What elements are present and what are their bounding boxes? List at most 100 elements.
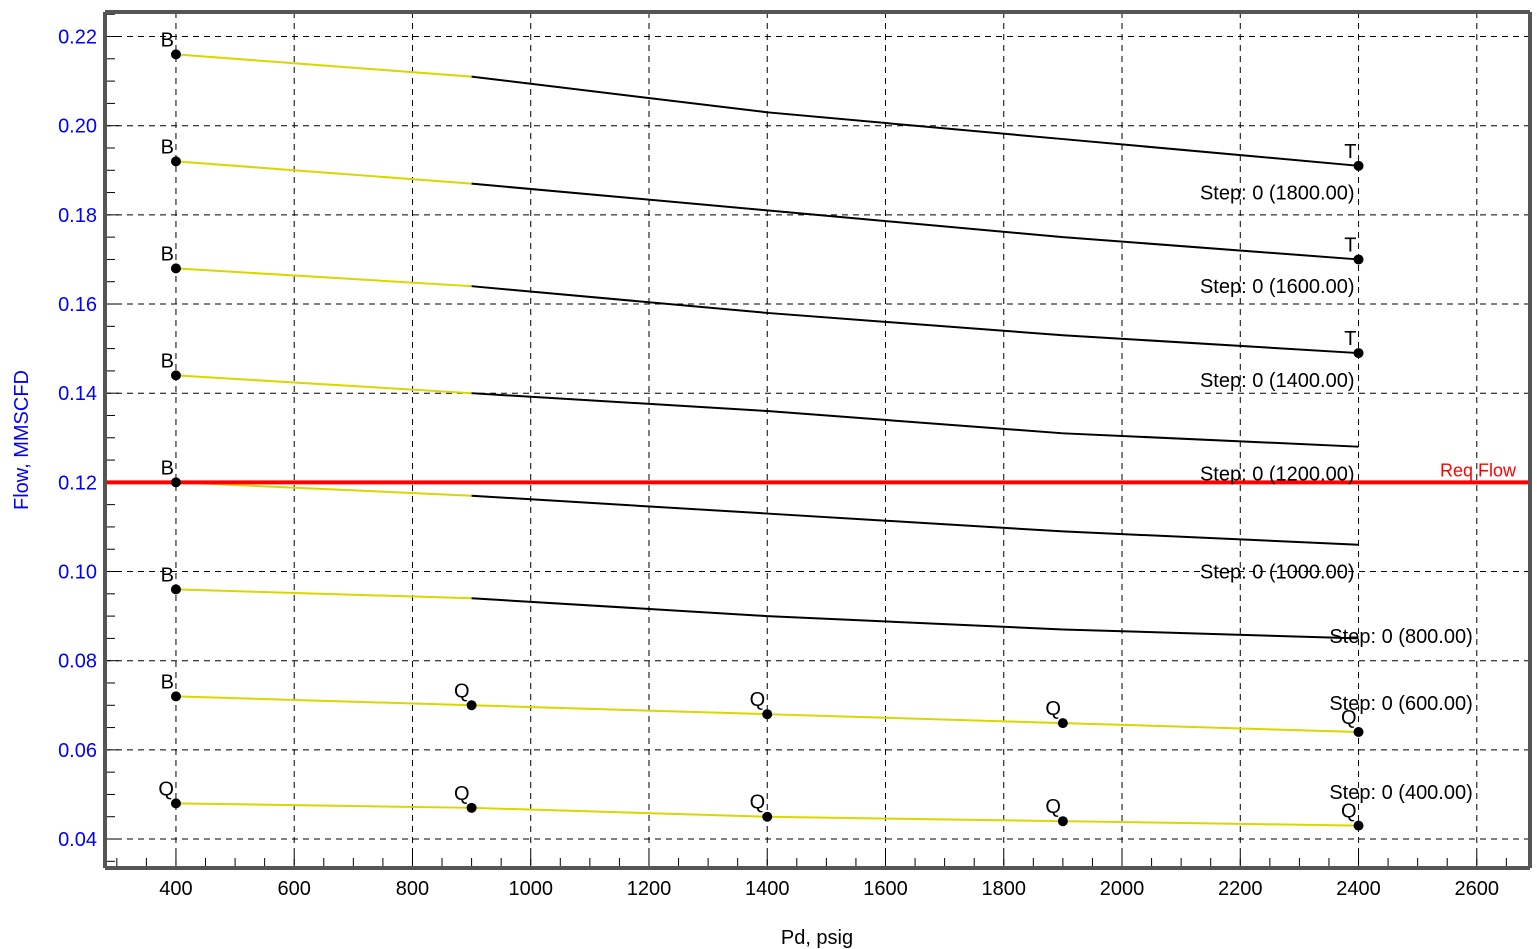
series-7-point-3 <box>1057 816 1068 827</box>
x-tick-label-5: 1400 <box>745 878 790 900</box>
point-labels: B T B T B T B B B B Q Q Q Q Q Q Q Q Q <box>158 29 1356 822</box>
series-label-1: Step: 0 (1600.00) <box>1200 276 1355 298</box>
y-tick-label-4: 0.12 <box>58 472 97 494</box>
series-1-segment-1 <box>471 182 768 212</box>
series-2-point-label-1: T <box>1344 328 1356 350</box>
data-points <box>170 49 1364 831</box>
series-3-segment-3 <box>1062 432 1359 448</box>
y-tick-labels: 0.04 0.06 0.08 0.10 0.12 0.14 0.16 0.18 0.20 0.22 <box>58 27 97 851</box>
series-lines <box>175 53 1359 827</box>
y-tick-label-6: 0.16 <box>58 294 97 316</box>
series-2-point-label-0: B <box>161 243 174 265</box>
y-tick-label-9: 0.22 <box>58 27 97 49</box>
series-4-segment-2 <box>767 512 1063 533</box>
x-tick-label-1: 600 <box>278 878 311 900</box>
series-0-segment-0 <box>175 53 472 78</box>
series-6-segment-0 <box>175 695 472 707</box>
series-0-point-label-1: T <box>1344 141 1356 163</box>
series-5-point-0 <box>170 584 181 595</box>
series-6-point-label-2: Q <box>750 689 766 711</box>
series-4-segment-1 <box>471 494 768 515</box>
plot-background <box>105 12 1530 868</box>
x-tick-label-4: 1200 <box>627 878 672 900</box>
series-7-point-0 <box>170 798 181 809</box>
series-6-point-0 <box>170 691 181 702</box>
series-2-segment-2 <box>767 311 1063 337</box>
series-0-segment-1 <box>471 75 768 114</box>
y-axis-title: Flow, MMSCFD <box>11 370 33 510</box>
series-7-segment-3 <box>1062 820 1359 827</box>
series-6-segment-2 <box>767 713 1063 725</box>
series-2-segment-3 <box>1062 334 1359 355</box>
x-tick-label-9: 2200 <box>1218 878 1263 900</box>
series-7-point-label-1: Q <box>454 783 470 805</box>
series-7-point-label-4: Q <box>1341 801 1357 823</box>
series-label-4: Step: 0 (1000.00) <box>1200 562 1355 584</box>
x-tick-labels: 400 600 800 1000 1200 1400 1600 1800 2000 2200 240… <box>159 878 1499 900</box>
x-tick-label-7: 1800 <box>982 878 1027 900</box>
series-4-point-0 <box>170 477 181 488</box>
series-1-point-1 <box>1353 254 1364 265</box>
series-6-point-4 <box>1353 727 1364 738</box>
series-2-point-1 <box>1353 348 1364 359</box>
series-label-5: Step: 0 (800.00) <box>1329 626 1472 648</box>
x-tick-label-11: 2600 <box>1455 878 1500 900</box>
series-5-segment-2 <box>767 615 1063 631</box>
series-3-segment-0 <box>175 374 472 395</box>
y-tick-label-2: 0.08 <box>58 651 97 673</box>
series-label-6: Step: 0 (600.00) <box>1329 693 1472 715</box>
series-label-3: Step: 0 (1200.00) <box>1200 463 1355 485</box>
series-6-point-label-0: B <box>161 671 174 693</box>
series-1-point-label-1: T <box>1344 234 1356 256</box>
series-1-segment-3 <box>1062 236 1359 261</box>
series-5-segment-3 <box>1062 628 1359 640</box>
series-3-segment-1 <box>471 392 768 413</box>
series-5-segment-1 <box>471 597 768 618</box>
x-axis-title: Pd, psig <box>781 927 853 949</box>
series-labels: Step: 0 (1800.00) Step: 0 (1600.00) Step: … <box>1200 183 1473 805</box>
series-3-point-label-0: B <box>161 350 174 372</box>
series-7-point-label-3: Q <box>1045 796 1061 818</box>
series-3-segment-2 <box>767 410 1063 435</box>
series-0-segment-3 <box>1062 138 1359 167</box>
series-3-point-0 <box>170 370 181 381</box>
series-5-point-label-0: B <box>161 564 174 586</box>
series-5-segment-0 <box>175 588 472 600</box>
series-6-point-label-3: Q <box>1045 698 1061 720</box>
y-tick-label-8: 0.20 <box>58 116 97 138</box>
series-0-point-label-0: B <box>161 29 174 51</box>
y-tick-label-0: 0.04 <box>58 829 97 851</box>
reference-line-layer: Req Flow <box>105 460 1530 485</box>
req-flow-label: Req Flow <box>1440 460 1517 480</box>
series-2-point-0 <box>170 263 181 274</box>
series-4-segment-0 <box>175 481 472 497</box>
series-7-segment-0 <box>175 802 472 809</box>
series-7-point-label-0: Q <box>158 778 174 800</box>
series-6-point-1 <box>466 700 477 711</box>
series-1-segment-0 <box>175 160 472 185</box>
x-tick-label-8: 2000 <box>1100 878 1145 900</box>
series-6-point-label-4: Q <box>1341 707 1357 729</box>
y-tick-label-7: 0.18 <box>58 205 97 227</box>
x-tick-label-2: 800 <box>396 878 429 900</box>
y-tick-label-5: 0.14 <box>58 383 97 405</box>
series-1-point-label-0: B <box>161 136 174 158</box>
x-tick-label-0: 400 <box>159 878 192 900</box>
series-label-2: Step: 0 (1400.00) <box>1200 370 1355 392</box>
series-0-point-1 <box>1353 160 1364 171</box>
series-6-segment-3 <box>1062 722 1359 734</box>
series-label-0: Step: 0 (1800.00) <box>1200 183 1355 205</box>
series-7-point-2 <box>762 811 773 822</box>
series-7-segment-2 <box>767 815 1063 823</box>
series-label-7: Step: 0 (400.00) <box>1329 782 1472 804</box>
series-6-segment-1 <box>471 704 768 716</box>
series-4-point-label-0: B <box>161 457 174 479</box>
series-7-point-4 <box>1353 820 1364 831</box>
series-7-point-1 <box>466 802 477 813</box>
x-tick-label-10: 2400 <box>1336 878 1381 900</box>
plot-frame <box>103 10 1532 870</box>
x-tick-label-6: 1600 <box>863 878 908 900</box>
series-1-point-0 <box>170 156 181 167</box>
series-6-point-2 <box>762 709 773 720</box>
